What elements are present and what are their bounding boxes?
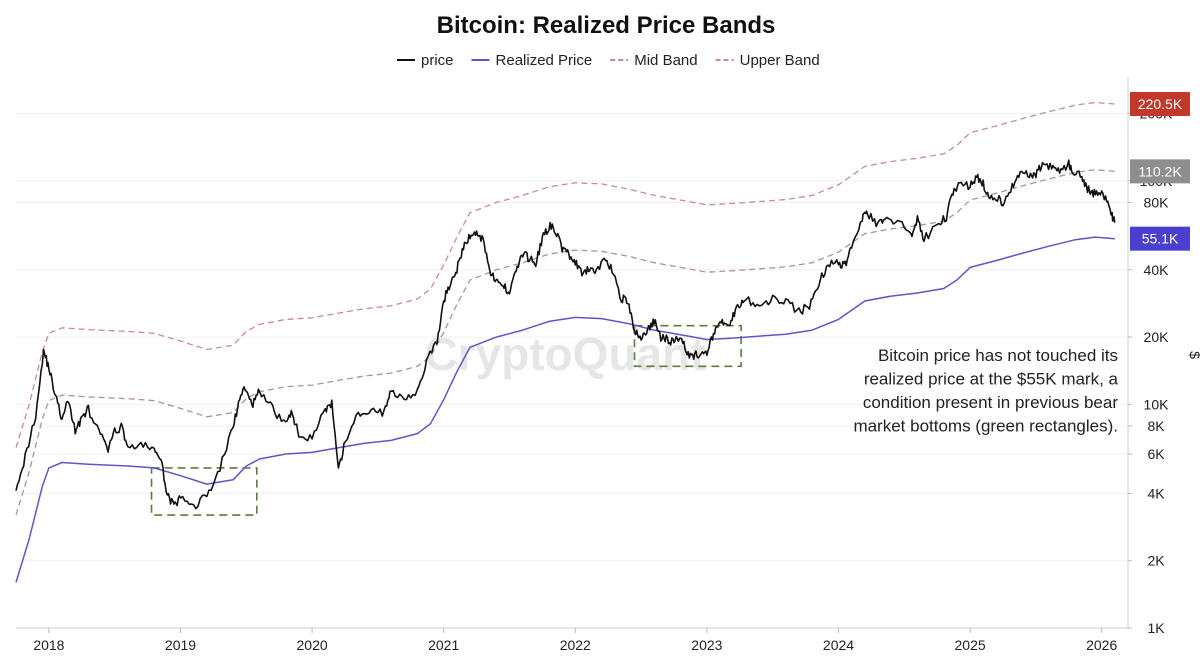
series-line-upper-band — [15, 101, 1115, 448]
y-tick-label: 20K — [1144, 329, 1170, 345]
series-lines — [15, 101, 1116, 583]
annotation-text: Bitcoin price has not touched its realize… — [853, 346, 1118, 436]
end-badge-label: 110.2K — [1138, 163, 1182, 179]
series-line-mid-band — [15, 169, 1115, 516]
x-tick-label: 2021 — [428, 637, 459, 653]
legend: price Realized Price Mid Band Upper Band — [397, 52, 820, 69]
legend-item-label: Mid Band — [634, 52, 697, 69]
end-badge-label: 220.5K — [1138, 96, 1183, 112]
end-badge-box — [1130, 226, 1190, 251]
watermark: CryptoQuant — [424, 328, 705, 380]
y-tick-label: 4K — [1147, 485, 1165, 501]
legend-item-label: price — [421, 52, 454, 69]
y-tick-label: 2K — [1147, 553, 1165, 569]
x-tick-label: 2024 — [823, 637, 854, 653]
legend-item-label: Realized Price — [496, 52, 593, 69]
end-badge-box — [1130, 159, 1190, 184]
y-axis-unit-label: $ — [1187, 351, 1200, 359]
y-tick-label: 40K — [1144, 262, 1170, 278]
annotation-line: condition present in previous bear — [863, 393, 1118, 412]
axes: 2018 2019 2020 2021 2022 2023 2024 2025 2026 1K 2K… — [16, 78, 1173, 653]
series-line-price — [15, 159, 1116, 510]
end-value-badges: 220.5K 110.2K 55.1K — [1130, 92, 1190, 251]
grid-lines — [16, 112, 1128, 629]
x-tick-label: 2026 — [1086, 637, 1117, 653]
x-tick-label: 2020 — [297, 637, 328, 653]
highlight-boxes — [150, 324, 742, 516]
y-tick-label: 10K — [1144, 396, 1170, 412]
series-line-realized-price — [15, 236, 1115, 583]
chart-title: Bitcoin: Realized Price Bands — [437, 12, 776, 39]
highlight-box — [150, 467, 258, 516]
x-tick-label: 2019 — [165, 637, 196, 653]
annotation-line: market bottoms (green rectangles). — [853, 417, 1118, 436]
end-badge-label: 55.1K — [1142, 231, 1179, 247]
y-tick-label: 1K — [1147, 620, 1165, 636]
end-badge-box — [1130, 92, 1190, 117]
x-tick-label: 2025 — [955, 637, 986, 653]
y-tick-label: 8K — [1147, 418, 1165, 434]
annotation-line: realized price at the $55K mark, a — [864, 370, 1119, 389]
y-tick-label: 6K — [1147, 446, 1165, 462]
y-tick-label: 80K — [1144, 194, 1170, 210]
annotation-line: Bitcoin price has not touched its — [878, 346, 1118, 365]
x-tick-label: 2023 — [691, 637, 722, 653]
highlight-box — [633, 324, 742, 368]
legend-item-label: Upper Band — [740, 52, 820, 69]
x-tick-label: 2018 — [33, 637, 64, 653]
x-tick-label: 2022 — [560, 637, 591, 653]
